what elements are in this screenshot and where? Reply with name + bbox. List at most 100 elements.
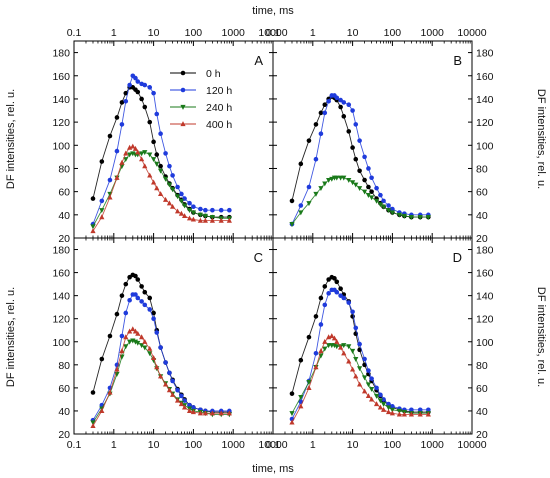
data-point: [133, 75, 138, 81]
y-tick-label: 180: [476, 245, 494, 257]
data-point: [368, 386, 375, 392]
data-point: [326, 98, 331, 104]
data-point: [322, 284, 328, 289]
data-point: [368, 396, 375, 402]
data-point: [127, 274, 132, 280]
y-tick-label: 40: [58, 210, 70, 222]
data-point: [166, 182, 173, 188]
data-point: [289, 419, 295, 425]
data-point: [174, 208, 181, 214]
x-tick-label: 10000: [457, 439, 486, 451]
data-point: [426, 407, 431, 413]
data-point: [197, 410, 204, 416]
data-point: [318, 322, 324, 327]
data-point: [322, 302, 328, 308]
data-point: [139, 334, 145, 340]
y-tick-label: 40: [476, 406, 488, 418]
data-point: [151, 179, 157, 185]
y-tick-label: 120: [476, 117, 494, 129]
data-point: [133, 273, 138, 279]
legend-entry: 400 h: [206, 119, 232, 131]
data-point: [151, 157, 157, 163]
data-point: [357, 366, 363, 372]
data-point: [186, 408, 193, 414]
data-point: [190, 216, 196, 222]
data-point: [191, 405, 196, 410]
y-tick-label: 80: [58, 360, 70, 372]
data-point: [90, 224, 96, 230]
data-point: [298, 403, 304, 409]
data-point: [374, 185, 379, 191]
data-point: [127, 339, 133, 345]
legend-marker: [180, 87, 186, 93]
data-point: [142, 289, 148, 295]
data-point: [322, 102, 328, 108]
data-point: [147, 345, 153, 351]
data-point: [378, 392, 383, 398]
panel-label: A: [254, 53, 263, 68]
x-tick-label: 0.1: [67, 439, 82, 451]
data-point: [142, 163, 148, 169]
y-tick-label: 80: [476, 163, 488, 175]
bottom-x-axis-label: time, ms: [252, 463, 294, 475]
data-point: [362, 356, 367, 362]
series-400-h: [289, 333, 431, 425]
data-point: [350, 108, 355, 113]
data-point: [334, 289, 340, 295]
data-point: [350, 366, 356, 372]
data-point: [107, 333, 113, 339]
data-point: [350, 180, 356, 186]
data-point: [209, 217, 215, 223]
data-point: [326, 291, 331, 296]
y-tick-label: 140: [52, 291, 70, 303]
data-point: [401, 213, 407, 219]
right-y-axis-label-top: DF intensities, rel. u.: [535, 89, 547, 189]
series-line: [92, 274, 230, 413]
series-line: [92, 75, 230, 225]
data-point: [313, 156, 319, 162]
y-tick-label: 140: [476, 291, 494, 303]
data-point: [139, 96, 144, 102]
x-tick-label: 100: [384, 439, 402, 451]
data-point: [353, 182, 359, 188]
data-point: [341, 343, 347, 349]
data-point: [380, 204, 387, 210]
y-tick-label: 80: [58, 163, 70, 175]
data-point: [147, 172, 153, 178]
x-tick-label: 10: [347, 27, 359, 39]
data-point: [373, 401, 380, 407]
data-point: [203, 207, 208, 213]
data-point: [107, 389, 113, 395]
data-point: [158, 131, 163, 137]
data-point: [218, 207, 224, 213]
data-point: [289, 198, 295, 204]
data-point: [334, 175, 340, 181]
y-tick-label: 120: [52, 314, 70, 326]
x-tick-label: 10000: [258, 439, 287, 451]
data-point: [142, 150, 148, 156]
data-point: [210, 207, 215, 213]
data-point: [191, 204, 196, 210]
panel-a: 20 40 60 80 100 120 140 160 180 0.1 1 10 100 1000 1000…: [52, 27, 287, 245]
data-point: [313, 364, 319, 370]
y-tick-label: 160: [52, 268, 70, 280]
data-point: [190, 409, 196, 415]
data-point: [139, 156, 145, 162]
panel-b: 20 40 60 80 100 120 140 160 180 0.1 1 10 100 1000 1000…: [266, 27, 494, 245]
data-point: [130, 143, 136, 149]
data-point: [132, 145, 139, 151]
data-point: [350, 145, 355, 150]
data-point: [396, 212, 403, 218]
data-point: [139, 299, 144, 304]
data-point: [377, 398, 384, 404]
data-point: [175, 387, 180, 393]
data-point: [357, 186, 363, 192]
data-point: [99, 408, 105, 414]
data-point: [154, 111, 160, 117]
data-point: [130, 326, 136, 332]
x-tick-label: 100: [384, 27, 402, 39]
legend-marker: [180, 104, 186, 110]
data-point: [298, 395, 304, 400]
data-point: [181, 203, 188, 209]
data-point: [158, 168, 164, 174]
